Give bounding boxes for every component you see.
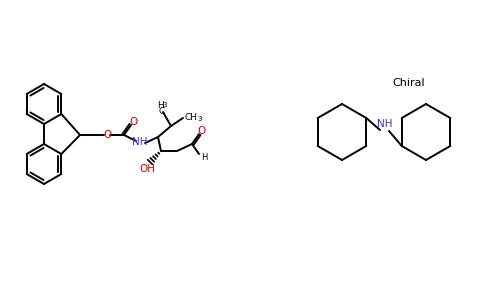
- Text: CH: CH: [184, 112, 197, 122]
- Text: H: H: [157, 100, 164, 109]
- Text: O: O: [103, 130, 111, 140]
- Text: NH: NH: [377, 119, 393, 129]
- Text: OH: OH: [139, 164, 155, 174]
- Text: Chiral: Chiral: [393, 78, 425, 88]
- Text: O: O: [129, 117, 137, 127]
- Text: NH: NH: [132, 137, 148, 147]
- Text: C: C: [159, 106, 165, 116]
- Text: 3: 3: [198, 116, 202, 122]
- Text: O: O: [197, 126, 205, 136]
- Text: 3: 3: [163, 102, 167, 108]
- Text: H: H: [201, 152, 207, 161]
